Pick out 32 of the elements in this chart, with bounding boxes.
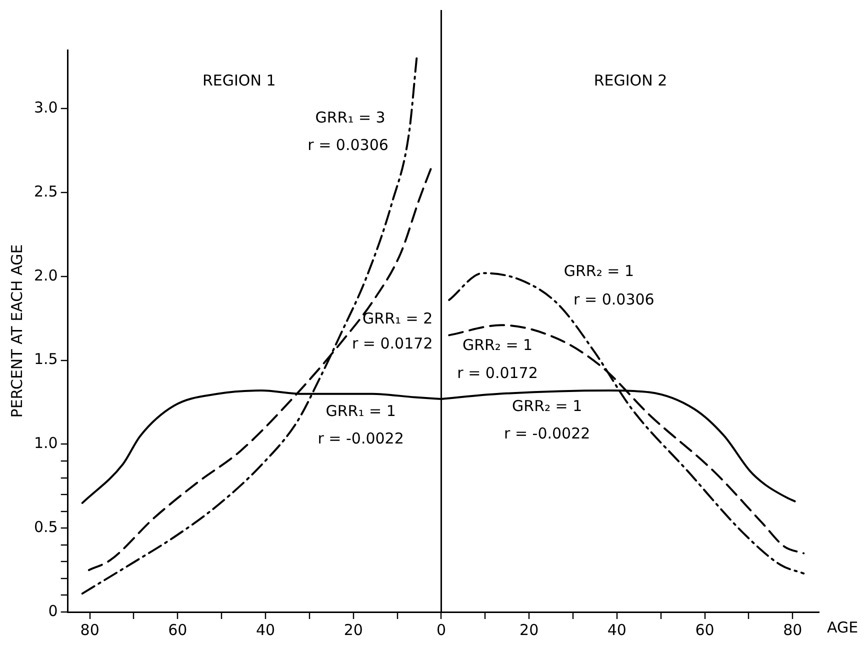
annotation: r = -0.0022 [504,424,590,442]
x-axis-title: AGE [827,618,858,636]
annotation: GRR₁ = 3 [315,108,386,126]
x-tick-label: 40 [256,620,276,639]
x-tick-label: 80 [783,620,802,639]
x-tick-label: 60 [168,620,188,639]
y-tick-label: 0 [48,602,58,620]
annotation: r = -0.0022 [318,429,404,448]
x-tick-label: 0 [436,620,446,639]
annotation: GRR₂ = 1 [512,396,582,415]
annotation: GRR₁ = 2 [362,310,433,328]
y-tick-label: 3.0 [34,98,58,117]
annotation: r = 0.0172 [457,364,538,382]
annotation: GRR₁ = 1 [326,402,396,420]
x-tick-label: 60 [695,620,714,639]
annotation: r = 0.0306 [308,136,388,154]
annotation: REGION 1 [202,71,276,90]
x-tick-label: 40 [607,620,626,639]
annotation: GRR₂ = 1 [462,336,533,354]
annotation: r = 0.0172 [352,334,433,352]
x-tick-label: 20 [520,620,539,639]
annotation: GRR₂ = 1 [564,262,634,280]
x-tick-label: 80 [80,620,100,639]
y-axis-title: PERCENT AT EACH AGE [8,244,26,418]
y-tick-label: 2.0 [34,266,58,284]
annotation: r = 0.0306 [574,290,654,309]
y-tick-label: 0.5 [34,518,58,536]
annotation: REGION 2 [594,71,668,90]
x-tick-label: 20 [344,620,363,639]
y-tick-label: 2.5 [34,182,58,200]
y-tick-label: 1.5 [34,350,58,368]
y-tick-label: 1.0 [34,434,58,452]
